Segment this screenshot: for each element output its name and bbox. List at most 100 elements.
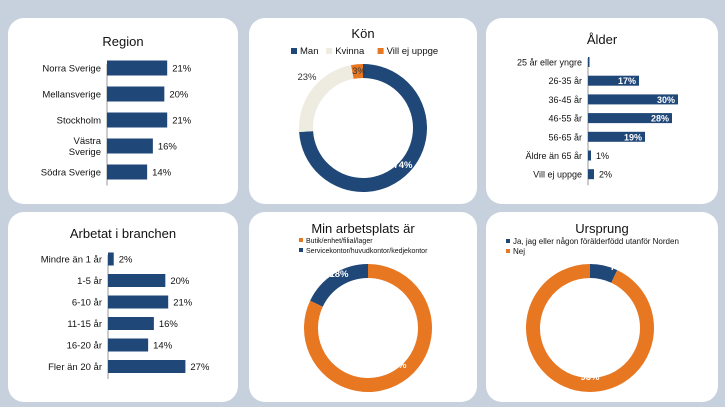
donut-slice — [304, 264, 432, 392]
region-panel: Region Norra Sverige 21% Mellansverige 20% S… — [8, 18, 238, 204]
value-label: 20% — [170, 276, 190, 287]
bar — [588, 150, 591, 161]
category-label: 46-55 år — [548, 114, 582, 124]
value-label: 23% — [297, 72, 317, 83]
value-label: 21% — [172, 116, 192, 127]
legend-label: Vill ej uppge — [387, 46, 439, 57]
origin-panel: Ursprung Ja, jag eller någon förälderföd… — [486, 212, 718, 402]
bar — [108, 295, 169, 309]
category-label: Äldre än 65 år — [525, 151, 582, 161]
legend-swatch — [299, 248, 303, 252]
value-label: 21% — [172, 64, 192, 75]
value-label: 30% — [657, 95, 675, 105]
donut-slice — [299, 64, 427, 192]
legend-label: Kvinna — [335, 46, 365, 57]
category-label: Mellansverige — [42, 90, 101, 101]
donut-slice — [310, 264, 369, 307]
legend-label: Ja, jag eller någon förälderfödd utanför… — [513, 237, 679, 246]
legend-swatch — [377, 48, 384, 54]
bar — [107, 138, 153, 154]
category-label: 1-5 år — [77, 276, 102, 287]
bar — [107, 60, 168, 76]
workplace-panel: Min arbetsplats är Butik/enhet/filial/la… — [249, 212, 477, 402]
value-label: 18% — [329, 269, 349, 280]
experience-chart: Mindre än 1 år 2% 1-5 år 20% 6-10 år 21% 11-15… — [41, 252, 210, 379]
bar — [108, 274, 166, 287]
value-label: 14% — [152, 168, 172, 179]
origin-chart: Ja, jag eller någon förälderfödd utanför… — [506, 237, 679, 392]
value-label: 16% — [159, 319, 179, 330]
value-label: 2% — [599, 170, 612, 180]
legend-swatch — [506, 239, 510, 243]
bar — [108, 360, 186, 373]
donut-slice — [299, 65, 354, 133]
bar — [588, 75, 639, 86]
category-label: Norra Sverige — [42, 64, 101, 75]
donut-slice — [589, 264, 618, 283]
bar — [588, 169, 594, 180]
chart-title: Ursprung — [575, 221, 629, 236]
bar — [107, 164, 148, 180]
category-label: Fler än 20 år — [48, 362, 102, 373]
legend-label: Nej — [513, 247, 525, 256]
gender-panel: Kön Man Kvinna Vill ej uppge 74% 23% 3% — [249, 18, 477, 204]
chart-title: Min arbetsplats är — [311, 221, 415, 236]
value-label: 16% — [158, 142, 178, 153]
category-label: 56-65 år — [548, 132, 582, 142]
chart-title: Kön — [351, 26, 375, 41]
value-label: 17% — [618, 76, 636, 86]
category-label: Södra Sverige — [41, 168, 101, 179]
category-label: Stockholm — [57, 116, 101, 127]
donut-slice — [526, 264, 654, 392]
gender-chart: Man Kvinna Vill ej uppge 74% 23% 3% — [291, 46, 439, 192]
bar — [588, 131, 645, 142]
bar — [588, 113, 672, 124]
bar — [107, 112, 168, 128]
value-label: 19% — [624, 132, 642, 142]
value-label: 27% — [190, 362, 210, 373]
age-chart: 25 år eller yngre 26-35 år 17% 36-45 år 30% 4… — [517, 57, 678, 186]
region-chart: Norra Sverige 21% Mellansverige 20% Stockhol… — [41, 60, 192, 186]
value-label: 1% — [596, 151, 609, 161]
category-label: 11-15 år — [67, 319, 102, 330]
category-label: Vill ej uppge — [533, 170, 582, 180]
category-label: Sverige — [69, 147, 101, 158]
category-label: 26-35 år — [548, 76, 582, 86]
value-label: 28% — [651, 114, 669, 124]
legend-label: Man — [300, 46, 318, 57]
category-label: 25 år eller yngre — [517, 58, 582, 68]
legend-swatch — [291, 48, 297, 54]
bar — [108, 252, 114, 266]
category-label: Västra — [74, 136, 102, 147]
legend-label: Butik/enhet/filial/lager — [306, 238, 373, 245]
value-label: 3% — [352, 66, 366, 77]
legend-label: Servicekontor/huvudkontor/kedjekontor — [306, 248, 428, 255]
legend-swatch — [506, 249, 510, 253]
category-label: Mindre än 1 år — [41, 255, 102, 266]
value-label: 82% — [387, 360, 407, 371]
value-label: 21% — [173, 298, 193, 309]
category-label: 16-20 år — [67, 341, 102, 352]
chart-title: Arbetat i branchen — [69, 226, 177, 241]
value-label: 93% — [580, 372, 600, 383]
value-label: 74% — [393, 160, 413, 171]
legend-swatch — [326, 48, 333, 54]
bar — [588, 94, 678, 105]
bar — [588, 57, 590, 67]
chart-title: Region — [102, 34, 144, 49]
value-label: 20% — [169, 90, 189, 101]
experience-panel: Arbetat i branchen Mindre än 1 år 2% 1-5 å… — [8, 212, 238, 402]
bar — [107, 86, 165, 102]
legend-swatch — [299, 238, 303, 242]
chart-title: Ålder — [586, 32, 618, 47]
bar — [108, 338, 149, 352]
category-label: 36-45 år — [548, 95, 582, 105]
age-panel: Ålder 25 år eller yngre 26-35 år 17% 36-45 … — [486, 18, 718, 204]
value-label: 14% — [153, 341, 173, 352]
category-label: 6-10 år — [72, 298, 102, 309]
value-label: 7% — [610, 262, 624, 273]
bar — [108, 317, 154, 330]
donut-slice — [351, 64, 364, 79]
workplace-chart: Butik/enhet/filial/lager Servicekontor/hu… — [299, 238, 432, 392]
value-label: 2% — [119, 255, 133, 266]
